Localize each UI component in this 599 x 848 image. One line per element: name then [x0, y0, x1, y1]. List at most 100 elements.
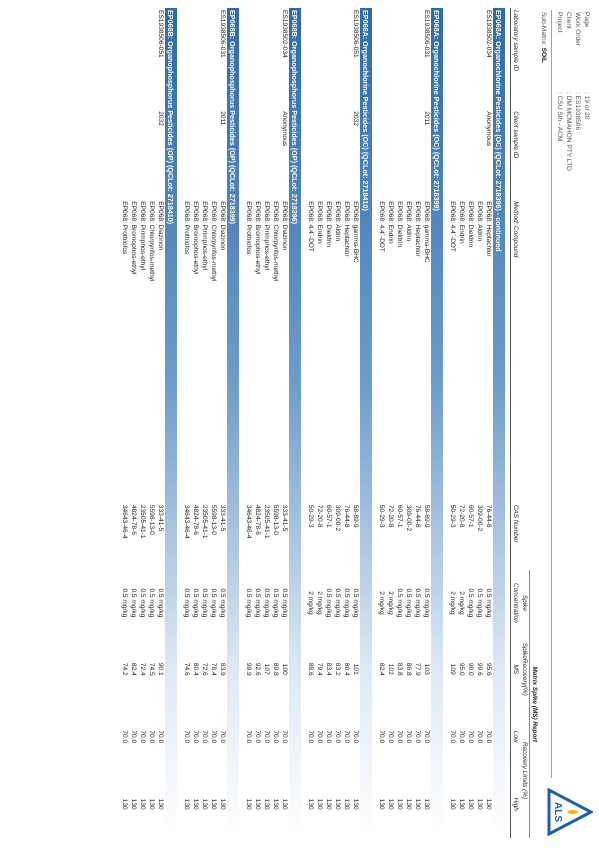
cell: 0.5 mg/kg	[352, 588, 359, 618]
blank	[315, 8, 324, 109]
cell: EP068: Endrin	[458, 201, 465, 244]
cell: EP068: Chlorpyrifos-methyl	[272, 201, 279, 282]
cell: 70.0	[476, 730, 483, 744]
cell: 72.6	[201, 662, 208, 676]
cell: 23505-41-1	[201, 504, 208, 539]
cell: 100	[281, 663, 288, 675]
cell: 130	[485, 798, 492, 810]
blank	[200, 8, 209, 109]
blank	[342, 109, 351, 199]
cell: 70.0	[316, 730, 323, 744]
cell: 76-44-8	[343, 504, 350, 528]
blank	[129, 109, 138, 199]
cell: 70.0	[485, 730, 492, 744]
data-row: EP068: Heptachlor 76-44-8 0.5 mg/kg 80.4 70.…	[342, 8, 351, 838]
cell: 130	[210, 798, 217, 810]
blank	[448, 8, 457, 109]
cell: 130	[148, 798, 155, 810]
cell: 70.0	[396, 730, 403, 744]
cell: 70.0	[245, 730, 252, 744]
cell: 76-44-8	[414, 504, 421, 528]
cell: 90.1	[157, 662, 164, 676]
cell: EP068: Heptachlor	[343, 201, 350, 257]
cell: 23505-41-1	[139, 504, 146, 539]
header-label: Client	[565, 12, 572, 29]
cell: 83.4	[325, 662, 332, 676]
cell: 70.0	[219, 730, 226, 744]
blank	[333, 109, 342, 199]
data-row: EP068: Dieldrin 60-57-1 0.5 mg/kg 83.8 70.0 1…	[395, 8, 404, 838]
cell: 0.5 mg/kg	[334, 588, 341, 618]
header-value: : 19 of 20	[583, 92, 590, 120]
cell: 4824-78-6	[130, 504, 137, 535]
cell: 80.4	[192, 662, 199, 676]
data-row: EP068: 4.4`-DDT 50-29-3 2 mg/kg 82.4 70.0 130	[377, 8, 386, 838]
section-title: EP068A: Organochlorine Pesticides (OC) (…	[431, 8, 443, 838]
cell: 60-57-1	[467, 504, 474, 528]
cell: 130	[316, 798, 323, 810]
blank	[253, 109, 262, 199]
section-row: EP068A: Organochlorine Pesticides (OC) (…	[360, 8, 372, 838]
sub-matrix-label: Sub-Matrix:	[540, 12, 547, 46]
cell: 50-29-3	[449, 504, 456, 528]
data-row: EP068: Dieldrin 60-57-1 0.5 mg/kg 83.4 70.0 1…	[324, 8, 333, 838]
data-row: ES1938506-051 2032 EP068: Diazinon 333-41-5…	[156, 8, 165, 838]
cell: 34643-46-4	[121, 504, 128, 539]
cell: 130	[157, 798, 164, 810]
cell: 70.0	[192, 730, 199, 744]
data-row: EP068: Chlorpyrifos-methyl 5598-13-0 0.5 m…	[271, 8, 280, 838]
cell: 130	[423, 798, 430, 810]
section-row: EP068B: Organophosphorus Pesticides (OP)…	[227, 8, 239, 838]
client-sample-id: Anonymous	[485, 111, 492, 147]
column-header: Method: Compound	[510, 199, 520, 503]
cell: 102	[387, 663, 394, 675]
cell: 0.5 mg/kg	[423, 588, 430, 618]
cell: 70.0	[263, 730, 270, 744]
cell: 72-20-8	[316, 504, 323, 528]
cell: 130	[343, 798, 350, 810]
cell: EP068: Bromophos-ethyl	[192, 201, 199, 275]
cell: EP068: Diazinon	[157, 201, 164, 251]
cell: 60-57-1	[396, 504, 403, 528]
cell: 0.5 mg/kg	[263, 588, 270, 618]
data-row: ES1938502-034 Anonymous EP068: Diazinon 333…	[280, 8, 289, 838]
cell: 72-20-8	[458, 504, 465, 528]
cell: 70.0	[343, 730, 350, 744]
cell: EP068: Aldrin	[405, 201, 412, 242]
data-row: EP068: Aldrin 309-00-2 0.5 mg/kg 99.6 70.0 13…	[475, 8, 484, 838]
cell: 130	[414, 798, 421, 810]
blank	[386, 8, 395, 109]
cell: 0.5 mg/kg	[245, 588, 252, 618]
cell: EP068: Chlorpyrifos-methyl	[210, 201, 217, 282]
blank	[262, 8, 271, 109]
header-label: Project	[556, 12, 563, 33]
section-title: EP068A: Organochlorine Pesticides (OC) (…	[493, 8, 505, 838]
cell: 88.6	[307, 662, 314, 676]
cell: 0.5 mg/kg	[148, 588, 155, 618]
cell: 95.0	[458, 662, 465, 676]
cell: 130	[192, 798, 199, 810]
blank	[182, 8, 191, 109]
cell: 130	[281, 798, 288, 810]
cell: 130	[352, 798, 359, 810]
cell: EP068: Heptachlor	[414, 201, 421, 257]
cell: 79.4	[316, 662, 323, 676]
cell: EP068: gamma-BHC	[352, 201, 359, 263]
cell: 0.5 mg/kg	[396, 588, 403, 618]
blank	[191, 109, 200, 199]
cell: 130	[272, 798, 279, 810]
section-row: EP068B: Organophosphorus Pesticides (OP)…	[289, 8, 301, 838]
cell: 333-41-5	[157, 504, 164, 532]
blank	[138, 8, 147, 109]
column-header: Concentration	[510, 570, 520, 636]
cell: 58-89-9	[423, 504, 430, 528]
cell: EP068: Bromophos-ethyl	[254, 201, 261, 275]
blank	[253, 8, 262, 109]
blank	[342, 8, 351, 109]
blank	[404, 8, 413, 109]
blank	[520, 8, 530, 570]
column-header: CAS Number	[510, 502, 520, 571]
cell: 0.5 mg/kg	[130, 588, 137, 618]
blank	[200, 109, 209, 199]
cell: 0.5 mg/kg	[210, 588, 217, 618]
